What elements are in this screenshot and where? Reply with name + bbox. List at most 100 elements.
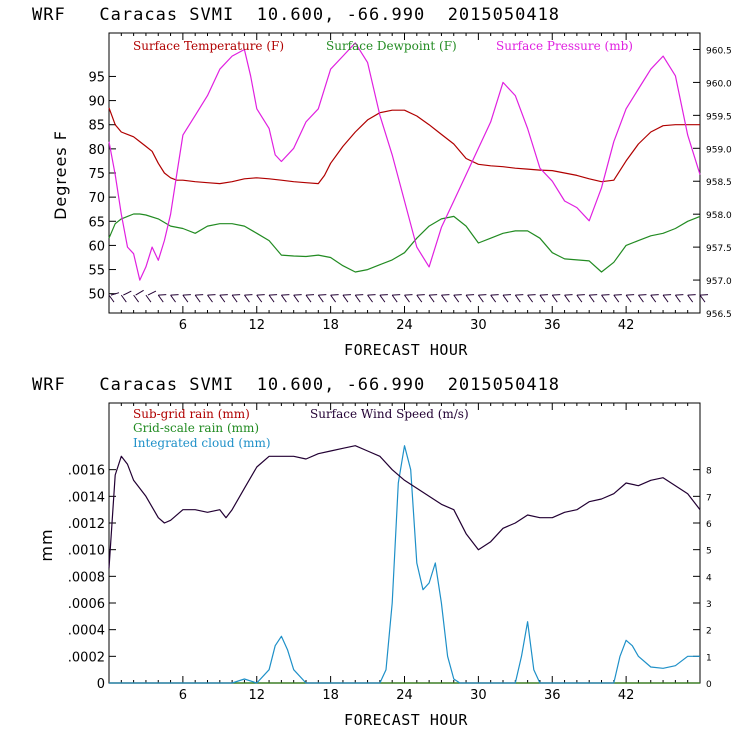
wind-barb-staff (626, 294, 635, 296)
temperature-panel-series (108, 42, 709, 303)
wind-barb (330, 294, 337, 303)
x-tick-label: 36 (544, 688, 561, 703)
wind-barb (354, 294, 361, 303)
y-tick-label: .0014 (68, 490, 105, 505)
temperature-panel-title: WRF Caracas SVMI 10.600, -66.990 2015050… (32, 5, 560, 25)
wind-barb-staff (441, 294, 450, 296)
y-tick-label: 65 (88, 215, 105, 230)
wind-barb-staff (305, 294, 315, 296)
wind-barb (465, 294, 472, 303)
precipitation-panel-title: WRF Caracas SVMI 10.600, -66.990 2015050… (32, 375, 560, 395)
wind-barb (576, 294, 583, 303)
plot-frame (108, 32, 701, 314)
wind-barb (194, 294, 201, 303)
series-line-2 (108, 42, 701, 281)
precipitation-panel-ticks: 6 12 18 24 30 36 420.0002.0004.0006.0008.0010.… (68, 403, 712, 703)
y-tick-label: 75 (88, 167, 105, 182)
y-tick-label: .0006 (68, 597, 105, 612)
wind-barb-staff (219, 294, 228, 296)
wind-barb (145, 294, 152, 303)
y-tick-label: .0010 (68, 544, 105, 559)
wind-barb (514, 294, 521, 303)
wind-barb (428, 294, 435, 303)
precipitation-panel-x-axis-label: FORECAST HOUR (344, 711, 468, 729)
y2-tick-label: 956.5 (706, 310, 732, 320)
wind-barb (687, 294, 694, 303)
wind-barb-staff (318, 294, 327, 296)
y-tick-label: .0004 (68, 624, 105, 639)
y-tick-label: 85 (88, 119, 105, 134)
y2-tick-label: 959.5 (706, 112, 732, 122)
wind-barb (490, 294, 497, 303)
temperature-panel: WRF Caracas SVMI 10.600, -66.990 2015050… (32, 5, 732, 359)
x-tick-label: 42 (618, 318, 635, 333)
wind-barb (120, 294, 127, 303)
y2-tick-label: 7 (706, 493, 712, 503)
wind-barb-staff (110, 292, 120, 296)
wind-barb (699, 294, 706, 303)
wind-barb (293, 294, 300, 303)
y2-tick-label: 960.0 (706, 79, 732, 89)
wind-barb-staff (539, 294, 548, 296)
wind-barb-staff (675, 294, 684, 296)
y2-tick-label: 1 (706, 653, 712, 663)
y2-tick-label: 3 (706, 600, 712, 610)
y2-tick-label: 0 (706, 680, 712, 690)
wind-barb (416, 294, 423, 303)
x-tick-label: 6 (179, 688, 187, 703)
temperature-panel-ticks: 6 12 18 24 30 36 42 50 55 60 65 70 75 80 85 90 95 956.5 95… (88, 33, 732, 333)
wind-barb-staff (392, 294, 401, 296)
wind-barb-staff (404, 294, 413, 296)
x-tick-label: 18 (322, 318, 339, 333)
temperature-panel-frame (108, 32, 701, 314)
wind-barb-staff (589, 294, 598, 296)
precipitation-panel-series (108, 445, 701, 684)
wind-barb (391, 294, 398, 303)
y2-tick-label: 957.0 (706, 277, 732, 287)
wind-barb (625, 294, 632, 303)
y-tick-label: 50 (88, 288, 105, 303)
series-line-0 (108, 107, 700, 185)
wind-barb (638, 294, 644, 303)
wind-barb-staff (453, 294, 462, 296)
legend-entry: Surface Pressure (mb) (496, 39, 633, 53)
wind-barb (256, 294, 263, 303)
series-line-1 (108, 213, 701, 273)
y2-tick-label: 959.0 (706, 145, 732, 155)
wind-barb (502, 294, 509, 303)
wind-barb-staff (244, 294, 253, 296)
wind-barb-staff (416, 294, 425, 296)
wind-barb (650, 294, 657, 303)
legend-entry: Sub-grid rain (mm) (133, 407, 250, 421)
wind-barb-staff (650, 294, 659, 296)
wind-barb (441, 294, 447, 303)
wind-barb-staff (699, 294, 709, 296)
y-tick-label: 80 (88, 143, 105, 158)
y-tick-label: 55 (88, 264, 105, 279)
wind-barb (207, 294, 213, 303)
wind-barb-staff (256, 294, 265, 296)
wind-barb-staff (527, 294, 536, 296)
y2-tick-label: 958.5 (706, 178, 732, 188)
y-tick-label: 70 (88, 191, 105, 206)
wind-barb (379, 294, 386, 303)
wind-barb (219, 294, 226, 303)
wind-barb-staff (182, 294, 191, 296)
wind-barb (601, 294, 607, 303)
wind-barb (317, 294, 324, 303)
wind-barb (244, 294, 250, 303)
wind-barb-staff (330, 294, 339, 296)
wind-barb-staff (515, 294, 524, 296)
x-tick-label: 24 (396, 318, 413, 333)
legend-entry: Surface Temperature (F) (133, 39, 284, 53)
wind-barb-staff (638, 294, 647, 296)
wind-barb (527, 294, 534, 303)
wind-barb-staff (552, 294, 561, 296)
y2-tick-label: 960.5 (706, 46, 732, 56)
wind-barb (662, 294, 669, 303)
wind-barb (182, 294, 189, 303)
legend-entry: Surface Dewpoint (F) (326, 39, 457, 53)
series-line-3 (108, 445, 701, 569)
y2-tick-label: 958.0 (706, 211, 732, 221)
